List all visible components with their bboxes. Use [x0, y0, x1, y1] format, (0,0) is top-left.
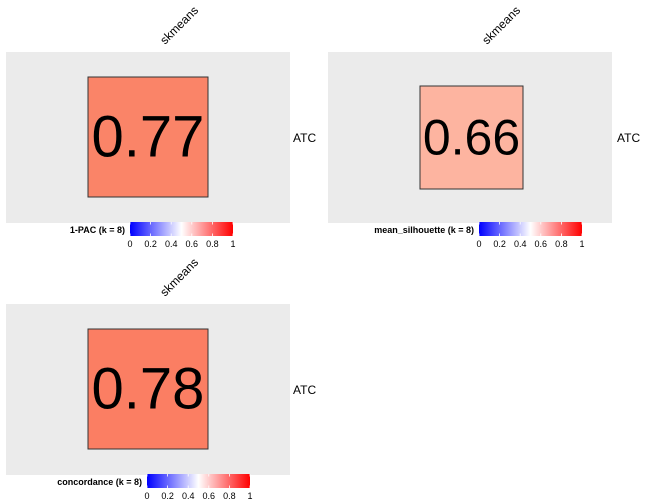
legend-tick-label: 0.2: [493, 239, 506, 249]
legend-title: concordance (k = 8): [57, 477, 142, 487]
legend-title: 1-PAC (k = 8): [70, 225, 125, 235]
cell-value-label: 0.66: [423, 110, 520, 166]
legend-title: mean_silhouette (k = 8): [374, 225, 474, 235]
legend-tick-label: 0.8: [555, 239, 568, 249]
column-label: skmeans: [479, 3, 523, 47]
legend-tick-label: 0.4: [514, 239, 527, 249]
row-label: ATC: [617, 131, 640, 145]
legend-tick-label: 0.8: [223, 491, 236, 501]
heatmap-cell: [419, 85, 524, 190]
column-label: skmeans: [157, 3, 201, 47]
heatmap-panel-1: 0.77 skmeans ATC 1-PAC (k = 8)0 0.2 0.4 0.6 0.8…: [6, 3, 316, 249]
legend-tick-label: 0: [476, 239, 481, 249]
legend-tick-label: 1: [247, 491, 252, 501]
legend-tick-label: 1: [579, 239, 584, 249]
legend-tick-label: 0.4: [182, 491, 195, 501]
legend-tick-label: 0.4: [165, 239, 178, 249]
row-label: ATC: [293, 131, 316, 145]
row-label: ATC: [293, 383, 316, 397]
legend-colorbar: [479, 222, 582, 236]
legend-tick-label: 0.6: [535, 239, 548, 249]
legend-tick-label: 0.8: [206, 239, 219, 249]
legend-tick-label: 0.6: [186, 239, 199, 249]
cell-value-label: 0.78: [92, 357, 205, 422]
legend-colorbar: [147, 474, 250, 488]
legend-tick-label: 0: [127, 239, 132, 249]
heatmap-panel-3: 0.78 skmeans ATC concordance (k = 8)0 0.2 0.4…: [6, 255, 316, 501]
heatmap-cell: [87, 76, 209, 198]
legend-colorbar: [130, 222, 233, 236]
legend-tick-label: 0.6: [203, 491, 216, 501]
cell-value-label: 0.77: [92, 105, 205, 170]
heatmap-cell: [87, 328, 209, 450]
legend-tick-label: 0: [144, 491, 149, 501]
legend-tick-label: 0.2: [161, 491, 174, 501]
heatmap-panel-2: 0.66 skmeans ATC mean_silhouette (k = 8)0 0.…: [328, 3, 640, 249]
legend-tick-label: 0.2: [144, 239, 157, 249]
column-label: skmeans: [157, 255, 201, 299]
legend-tick-label: 1: [230, 239, 235, 249]
